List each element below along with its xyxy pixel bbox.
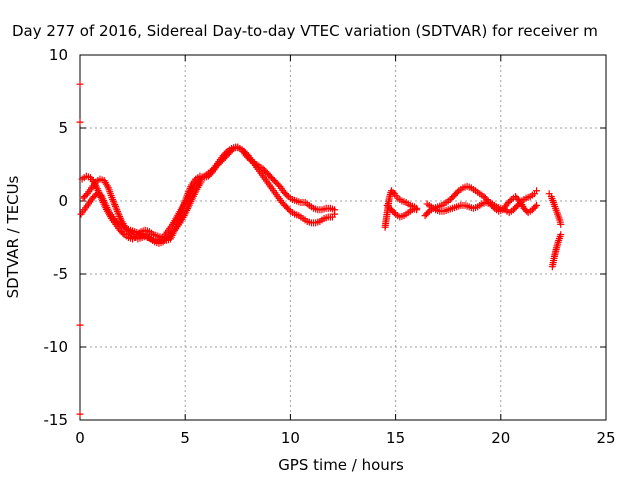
data-point	[76, 118, 84, 126]
y-tick-label: -5	[53, 265, 68, 283]
grid-layer	[80, 55, 606, 420]
data-point	[453, 188, 461, 196]
x-tick-label: 5	[180, 429, 190, 447]
data-series	[545, 190, 565, 271]
data-series	[76, 80, 84, 418]
x-tick-label: 10	[281, 429, 300, 447]
x-axis-label: GPS time / hours	[278, 456, 404, 474]
data-point	[96, 190, 104, 198]
x-tick-label: 25	[596, 429, 615, 447]
data-point	[114, 209, 122, 217]
data-point	[424, 209, 432, 217]
data-series	[78, 143, 339, 244]
data-point	[185, 188, 193, 196]
data-point	[114, 207, 122, 215]
chart-title: Day 277 of 2016, Sidereal Day-to-day VTE…	[12, 22, 598, 40]
data-point	[119, 229, 127, 237]
data-point	[228, 146, 236, 154]
y-axis-label: SDTVAR / TECUs	[4, 175, 22, 298]
data-point	[113, 206, 121, 214]
data-point	[115, 211, 123, 219]
data-point	[197, 178, 205, 186]
data-point	[489, 203, 497, 211]
data-point	[389, 188, 397, 196]
data-point	[331, 206, 339, 214]
data-point	[116, 214, 124, 222]
data-point	[111, 201, 119, 209]
data-layer	[76, 80, 565, 418]
tick-layer: 0 5 10 15 20 25 -15 -10 -5 0 5 10	[44, 46, 616, 447]
data-series	[423, 193, 541, 217]
y-tick-label: -15	[44, 411, 69, 429]
y-tick-label: 10	[49, 46, 68, 64]
y-tick-label: 0	[58, 192, 68, 210]
data-point	[245, 155, 253, 163]
data-point	[76, 80, 84, 88]
data-point	[413, 204, 421, 212]
data-point	[76, 321, 84, 329]
x-tick-label: 20	[491, 429, 510, 447]
y-tick-label: -10	[44, 338, 69, 356]
data-point	[98, 197, 106, 205]
data-point	[95, 188, 103, 196]
data-point	[76, 410, 84, 418]
data-point	[184, 189, 192, 197]
data-point	[186, 184, 194, 192]
data-point	[390, 209, 398, 217]
x-tick-label: 0	[75, 429, 85, 447]
data-point	[285, 206, 293, 214]
data-series	[79, 175, 205, 247]
data-point	[183, 191, 191, 199]
data-point	[557, 220, 565, 228]
data-point	[97, 193, 105, 201]
data-point	[96, 192, 104, 200]
data-point	[531, 203, 539, 211]
plot-border	[79, 54, 607, 421]
data-point	[116, 213, 124, 221]
data-point	[533, 201, 541, 209]
data-point	[109, 197, 117, 205]
data-series	[383, 201, 421, 221]
data-point	[187, 183, 195, 191]
data-point	[185, 186, 193, 194]
data-point	[283, 191, 291, 199]
data-point	[109, 196, 117, 204]
data-point	[557, 231, 565, 239]
data-point	[533, 187, 541, 195]
data-point	[112, 204, 120, 212]
data-point	[110, 199, 118, 207]
data-point	[98, 195, 106, 203]
data-point	[111, 202, 119, 210]
x-tick-label: 15	[386, 429, 405, 447]
data-point	[506, 197, 514, 205]
y-tick-label: 5	[58, 119, 68, 137]
